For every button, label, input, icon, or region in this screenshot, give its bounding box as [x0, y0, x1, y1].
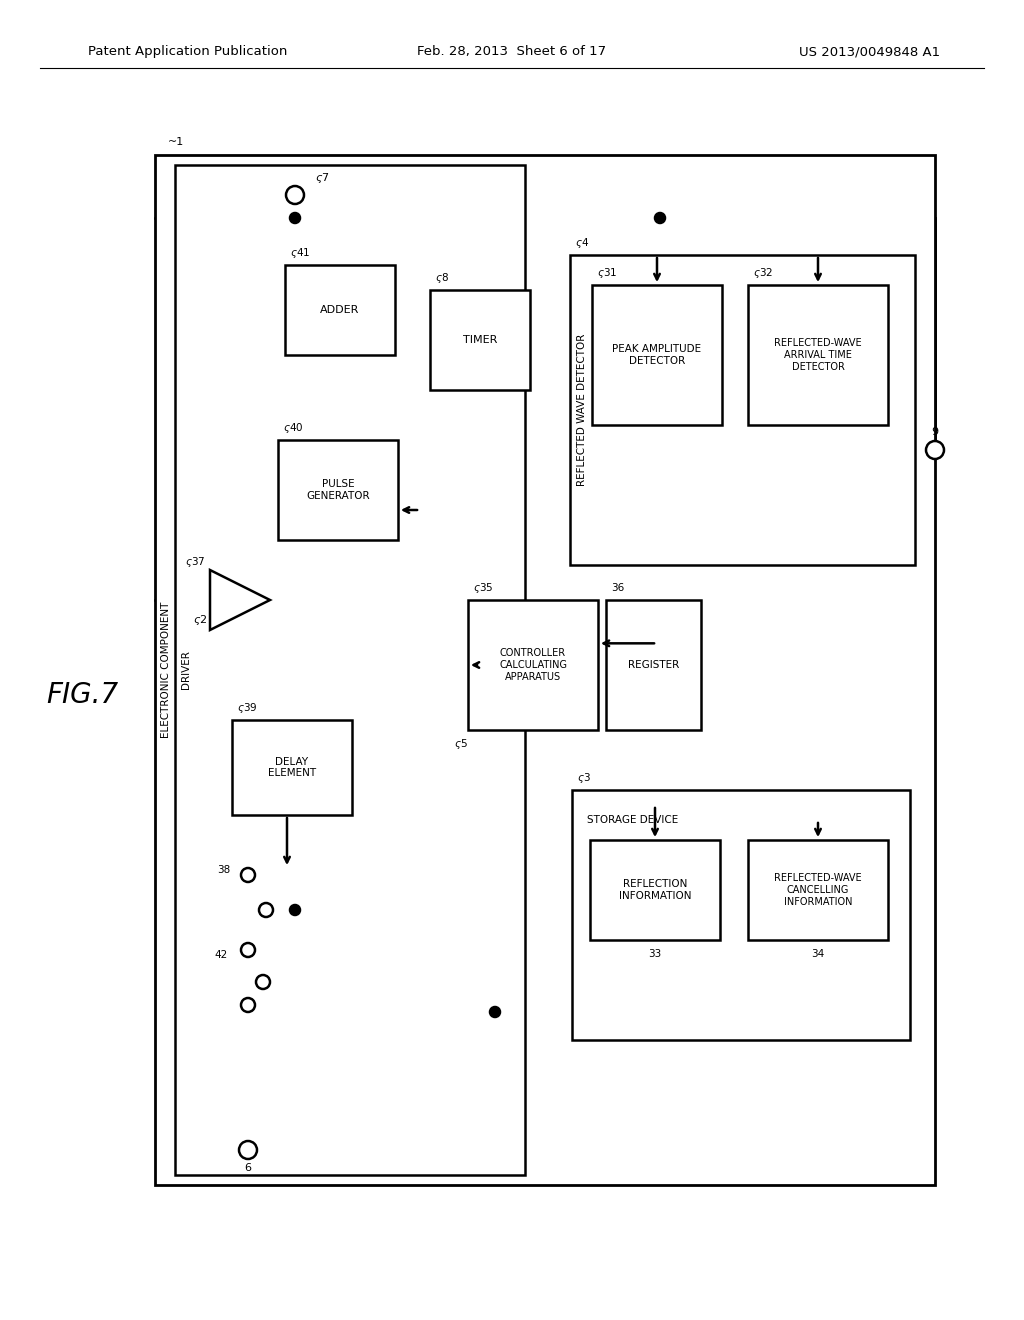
Bar [570, 255, 915, 565]
Text: $\varsigma$35: $\varsigma$35 [473, 581, 494, 595]
Text: FIG.7: FIG.7 [46, 681, 118, 709]
Text: 34: 34 [811, 949, 824, 960]
Bar [155, 154, 935, 1185]
Circle shape [290, 906, 300, 915]
Text: 33: 33 [648, 949, 662, 960]
Bar [606, 601, 701, 730]
Bar [592, 285, 722, 425]
Bar [285, 265, 395, 355]
Bar [748, 285, 888, 425]
Circle shape [655, 213, 665, 223]
Circle shape [239, 1140, 257, 1159]
Text: $\varsigma$37: $\varsigma$37 [184, 554, 205, 569]
Bar [175, 165, 525, 1175]
Bar [590, 840, 720, 940]
Text: $\varsigma$32: $\varsigma$32 [753, 267, 773, 280]
Text: $\varsigma$2: $\varsigma$2 [193, 612, 207, 627]
Circle shape [926, 441, 944, 459]
Text: $\varsigma$39: $\varsigma$39 [237, 701, 258, 715]
Text: REFLECTED-WAVE
ARRIVAL TIME
DETECTOR: REFLECTED-WAVE ARRIVAL TIME DETECTOR [774, 338, 862, 372]
Text: $\varsigma$41: $\varsigma$41 [290, 246, 310, 260]
Text: TIMER: TIMER [463, 335, 498, 345]
Text: US 2013/0049848 A1: US 2013/0049848 A1 [799, 45, 940, 58]
Text: STORAGE DEVICE: STORAGE DEVICE [587, 814, 678, 825]
Text: DRIVER: DRIVER [181, 651, 191, 689]
Text: Patent Application Publication: Patent Application Publication [88, 45, 288, 58]
Circle shape [241, 998, 255, 1012]
Circle shape [290, 213, 300, 223]
Text: $\varsigma$3: $\varsigma$3 [577, 771, 591, 785]
Text: DELAY
ELEMENT: DELAY ELEMENT [268, 756, 316, 779]
Bar [468, 601, 598, 730]
Circle shape [241, 942, 255, 957]
Text: ADDER: ADDER [321, 305, 359, 315]
Text: $\varsigma$4: $\varsigma$4 [575, 236, 589, 249]
Circle shape [490, 1007, 500, 1016]
Text: 38: 38 [217, 865, 230, 875]
Bar [572, 789, 910, 1040]
Text: 42: 42 [215, 950, 228, 960]
Text: 36: 36 [611, 583, 625, 593]
Text: ELECTRONIC COMPONENT: ELECTRONIC COMPONENT [161, 602, 171, 738]
Text: 9: 9 [932, 426, 939, 437]
Circle shape [286, 186, 304, 205]
Circle shape [241, 869, 255, 882]
Text: 6: 6 [245, 1163, 252, 1173]
Text: PULSE
GENERATOR: PULSE GENERATOR [306, 479, 370, 500]
Circle shape [256, 975, 270, 989]
Text: $\varsigma$40: $\varsigma$40 [283, 421, 303, 436]
Text: REFLECTION
INFORMATION: REFLECTION INFORMATION [618, 879, 691, 900]
Text: $\varsigma$8: $\varsigma$8 [435, 271, 449, 285]
Bar [278, 440, 398, 540]
Text: Feb. 28, 2013  Sheet 6 of 17: Feb. 28, 2013 Sheet 6 of 17 [418, 45, 606, 58]
Circle shape [259, 903, 273, 917]
Text: $\varsigma$7: $\varsigma$7 [315, 172, 330, 185]
Bar [748, 840, 888, 940]
Bar [430, 290, 530, 389]
Text: CONTROLLER
CALCULATING
APPARATUS: CONTROLLER CALCULATING APPARATUS [499, 648, 567, 681]
Text: $\varsigma$31: $\varsigma$31 [597, 267, 617, 280]
Text: REGISTER: REGISTER [628, 660, 679, 671]
Text: $\varsigma$5: $\varsigma$5 [454, 737, 468, 751]
Text: REFLECTED WAVE DETECTOR: REFLECTED WAVE DETECTOR [577, 334, 587, 486]
Text: PEAK AMPLITUDE
DETECTOR: PEAK AMPLITUDE DETECTOR [612, 345, 701, 366]
Bar [232, 719, 352, 814]
Text: REFLECTED-WAVE
CANCELLING
INFORMATION: REFLECTED-WAVE CANCELLING INFORMATION [774, 874, 862, 907]
Text: ~1: ~1 [168, 137, 184, 147]
